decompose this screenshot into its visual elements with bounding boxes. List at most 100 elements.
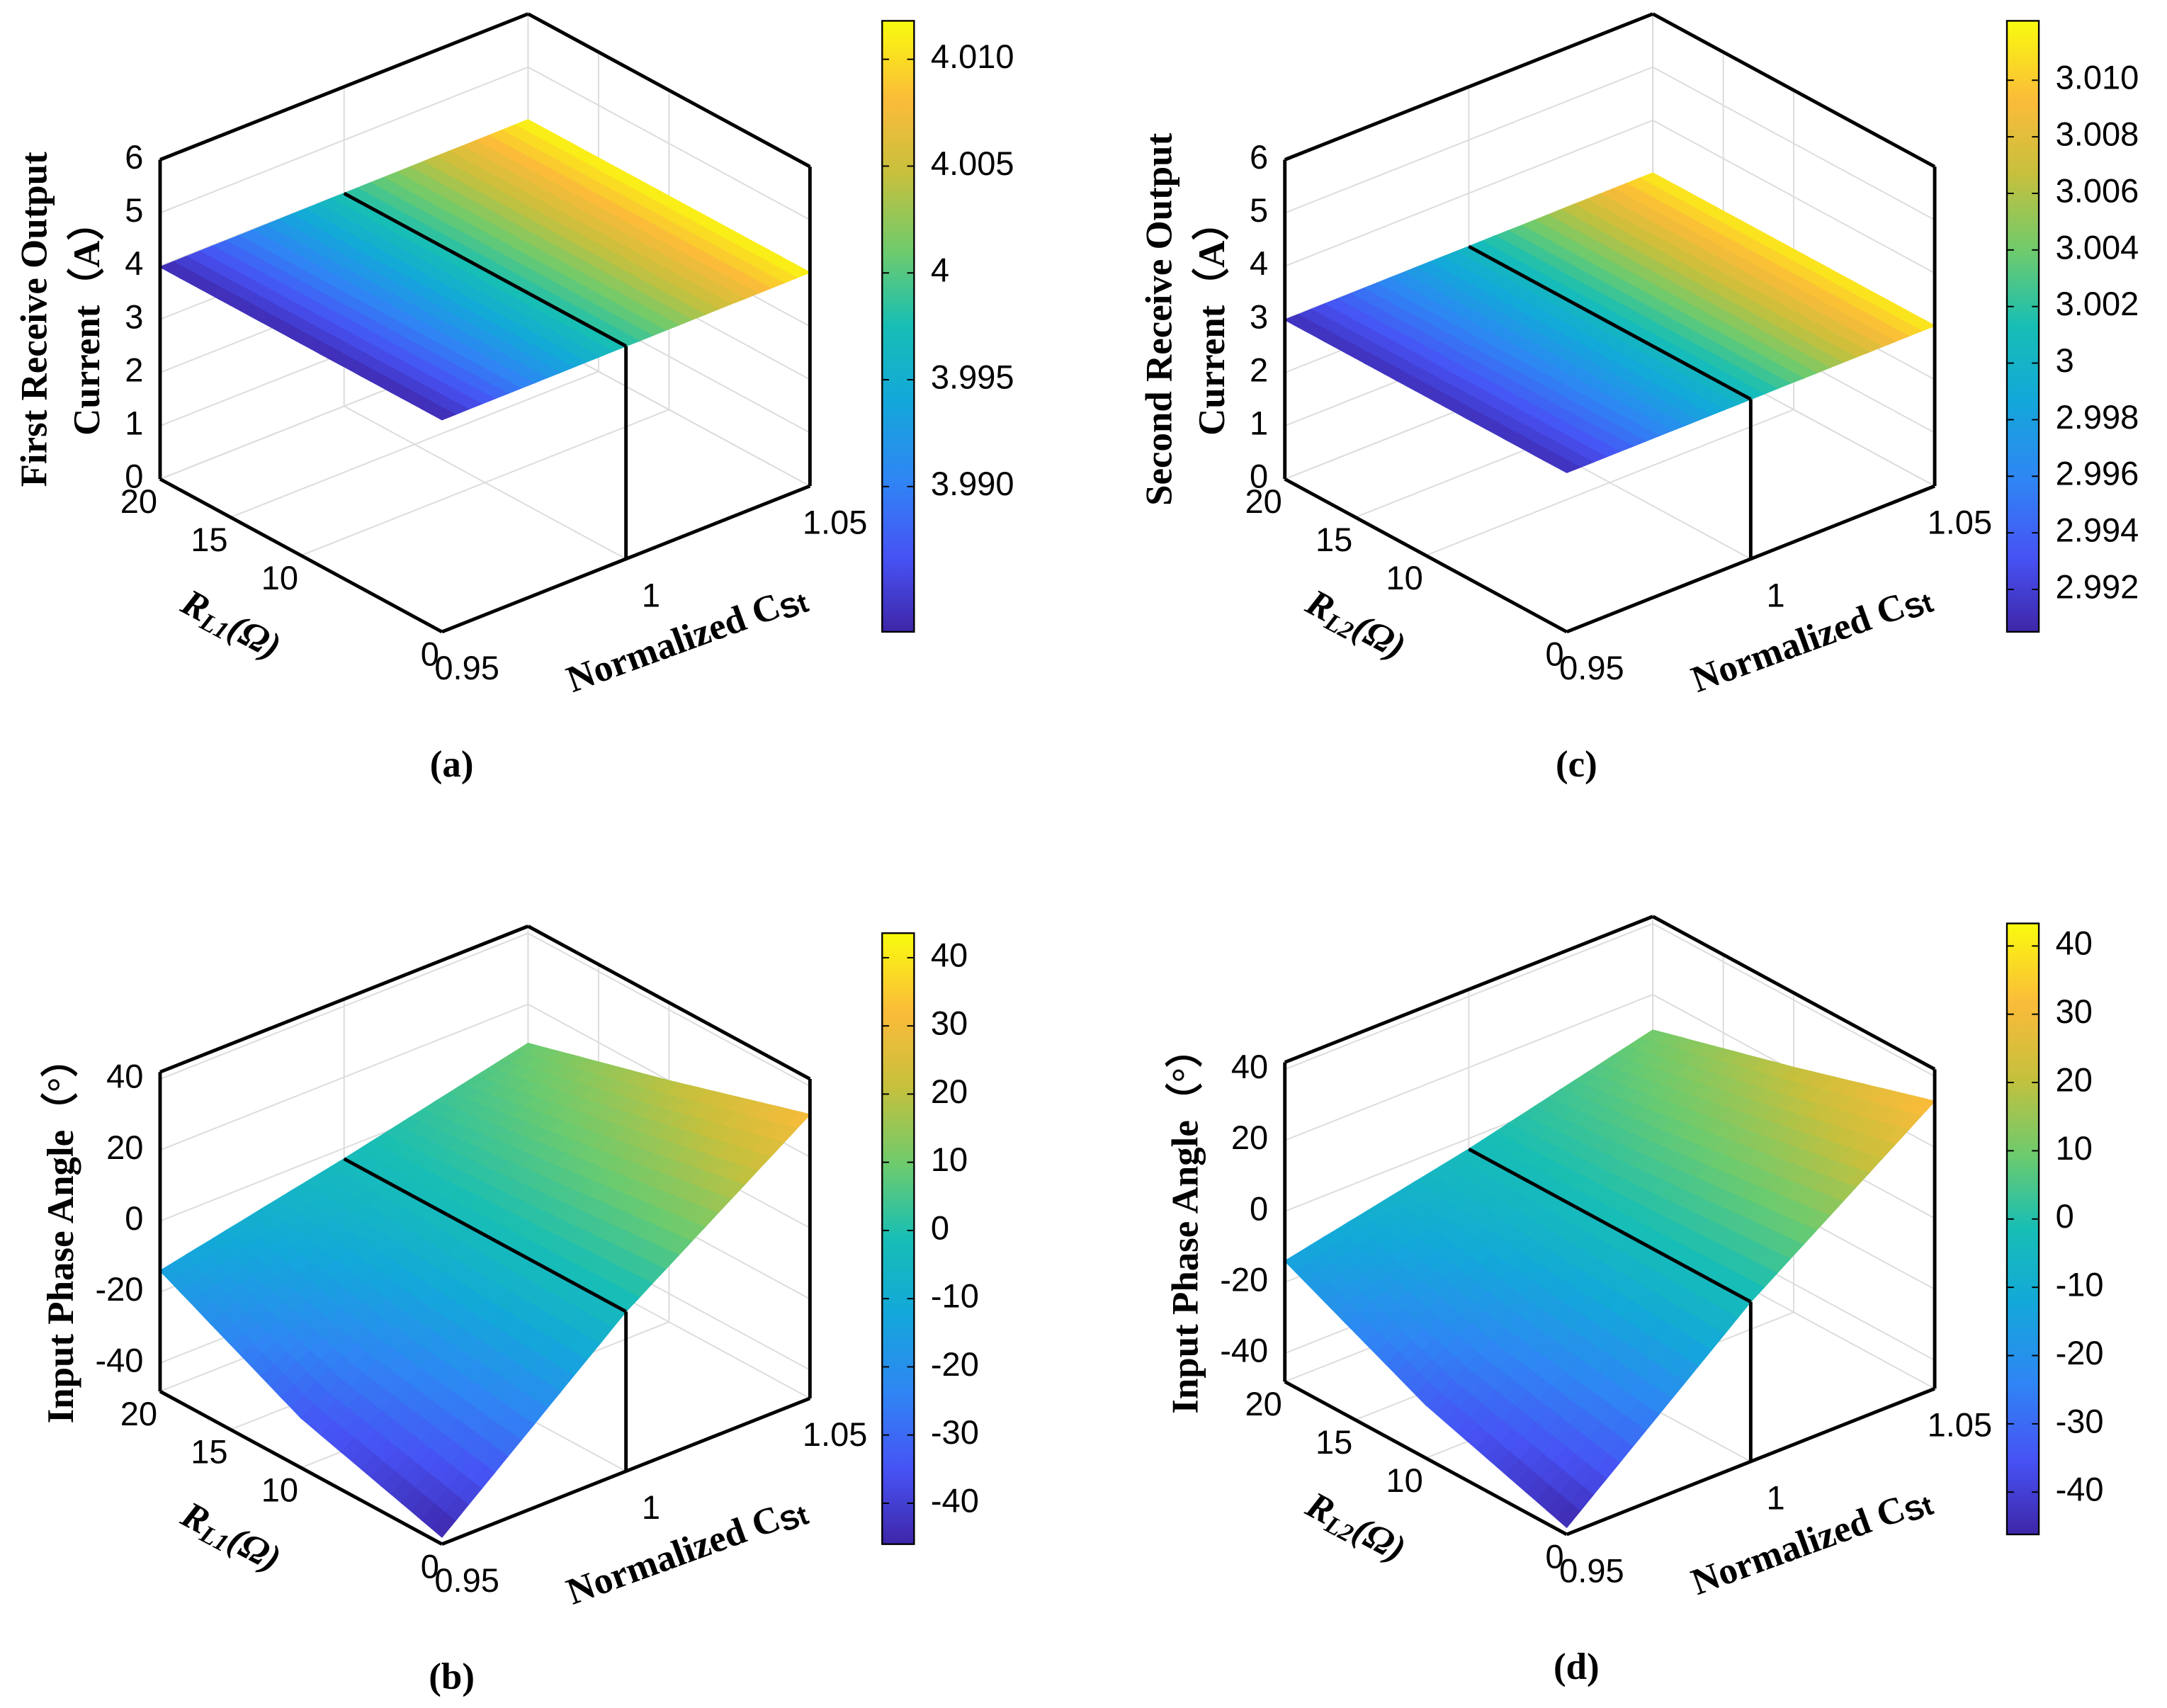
- axis-edge: [1284, 1380, 1568, 1537]
- colorbar-tick-label: 0: [931, 1209, 949, 1246]
- y-tick-label: 10: [1386, 559, 1422, 596]
- grid-line: [1284, 922, 1653, 1070]
- z-axis-label: Current（A）: [65, 203, 108, 436]
- colorbar-tick-label: 3.008: [2056, 115, 2139, 153]
- y-tick-label: 20: [1245, 1385, 1281, 1423]
- colorbar-tick-label: 40: [2056, 924, 2093, 962]
- grid-line: [230, 371, 599, 519]
- colorbar-tick-label: 3.995: [931, 358, 1014, 395]
- axis-edge: [1566, 1386, 1935, 1537]
- x-label-text: Normalized C: [1686, 585, 1911, 701]
- panel-label: (d): [1554, 1646, 1600, 1687]
- y-tick-label: 0: [1546, 635, 1564, 673]
- y-tick-label: 15: [191, 521, 227, 558]
- z-tick-label: 5: [1250, 191, 1268, 229]
- z-tick-label: 4: [125, 244, 143, 282]
- z-tick-label: 0: [1250, 458, 1268, 495]
- panel: 0.95 1 1.05 0 10 15 20 -40 -20 0 20 40 Input Phase A…: [39, 924, 979, 1697]
- panel-label: (c): [1556, 744, 1597, 785]
- z-tick-label: 40: [1231, 1048, 1268, 1085]
- panel: 0.95 1 1.05 0 10 15 20 -40 -20 0 20 40 Input Phase A…: [1164, 915, 2104, 1687]
- colorbar-tick-label: 2.994: [2056, 511, 2139, 549]
- x-label-text: Normalized C: [1686, 1488, 1911, 1604]
- colorbar-tick-label: -10: [2056, 1266, 2104, 1303]
- panel-label: (b): [429, 1656, 475, 1697]
- x-label-text: Normalized C: [561, 1498, 786, 1613]
- grid-line: [159, 932, 528, 1080]
- grid-line: [1425, 409, 1794, 556]
- z-tick-label: 5: [125, 191, 143, 229]
- axis-edge: [527, 12, 811, 169]
- x-tick-label: 1: [642, 576, 660, 613]
- z-tick-label: 2: [1250, 351, 1268, 388]
- axis-edge: [1651, 12, 1936, 169]
- z-tick-label: 0: [125, 1199, 143, 1237]
- y-tick-label: 0: [421, 635, 439, 673]
- y-tick-label: 15: [1316, 521, 1352, 558]
- axis-edge: [441, 1396, 811, 1546]
- x-tick-label: 0.95: [434, 649, 499, 686]
- z-tick-label: 0: [125, 458, 143, 495]
- colorbar-tick-label: 3.990: [931, 465, 1014, 502]
- colorbar-tick-label: -30: [2056, 1402, 2104, 1440]
- x-tick-label: 0.95: [1559, 1551, 1624, 1589]
- colorbar-tick-label: 4.010: [931, 38, 1014, 75]
- x-tick-label: 1: [1767, 1478, 1785, 1516]
- grid-line: [1284, 66, 1653, 214]
- x-label-text: Normalized C: [561, 585, 786, 701]
- x-tick-label: 1.05: [803, 1415, 868, 1453]
- axis-edge: [1284, 915, 1654, 1064]
- y-tick-label: 10: [1386, 1461, 1422, 1499]
- grid-line: [1284, 994, 1653, 1141]
- z-tick-label: 6: [1250, 138, 1268, 176]
- y-tick-label: 15: [191, 1433, 227, 1471]
- z-tick-label: -20: [95, 1270, 143, 1308]
- colorbar-tick-label: 3.002: [2056, 285, 2139, 322]
- y-label-unit: (Ω): [1346, 606, 1412, 667]
- surface-patch: [430, 408, 457, 421]
- y-tick-label: 15: [1316, 1423, 1352, 1461]
- y-tick-label: 20: [1245, 482, 1281, 520]
- colorbar-tick-label: 4.005: [931, 145, 1014, 182]
- colorbar-tick-label: 0: [2056, 1197, 2074, 1235]
- x-axis-label: Normalized CSt: [561, 1488, 813, 1615]
- colorbar-tick-label: 4: [931, 251, 949, 289]
- colorbar-tick-label: 10: [931, 1141, 968, 1178]
- z-tick-label: 2: [125, 351, 143, 388]
- x-tick-label: 1: [642, 1488, 660, 1526]
- colorbar-tick-label: 40: [931, 936, 968, 973]
- y-label-unit: (Ω): [1346, 1509, 1412, 1570]
- z-axis-label: Input Phase Angle（°）: [39, 1040, 81, 1424]
- z-tick-label: 20: [106, 1129, 143, 1166]
- y-tick-label: 20: [120, 1395, 157, 1432]
- y-tick-label: 10: [261, 1471, 298, 1509]
- colorbar-tick-label: 3.006: [2056, 171, 2139, 209]
- colorbar-tick-label: 3.004: [2056, 228, 2139, 266]
- colorbar: [881, 20, 915, 633]
- colorbar: [2005, 20, 2040, 633]
- axis-edge: [159, 12, 529, 162]
- axis-edge: [1566, 484, 1935, 634]
- nominal-line: [1468, 244, 1752, 401]
- colorbar-tick-label: -40: [2056, 1471, 2104, 1508]
- z-axis-label: Current（A）: [1190, 203, 1233, 436]
- axis-edge: [159, 924, 529, 1074]
- z-tick-label: 1: [1250, 405, 1268, 442]
- grid-line: [527, 932, 810, 1087]
- z-tick-label: 0: [1250, 1189, 1268, 1227]
- grid-line: [159, 1003, 528, 1151]
- colorbar-tick-label: -40: [931, 1481, 979, 1519]
- colorbar-tick-label: 20: [931, 1073, 968, 1110]
- grid-line: [1652, 922, 1935, 1078]
- x-tick-label: 0.95: [1559, 649, 1624, 686]
- z-tick-label: 6: [125, 138, 143, 176]
- surface-patch: [1555, 461, 1582, 473]
- axis-edge: [1284, 12, 1654, 162]
- colorbar: [2005, 922, 2040, 1536]
- colorbar-tick-label: 20: [2056, 1061, 2093, 1098]
- z-tick-label: 4: [1250, 244, 1268, 282]
- colorbar-tick-label: 2.992: [2056, 567, 2139, 605]
